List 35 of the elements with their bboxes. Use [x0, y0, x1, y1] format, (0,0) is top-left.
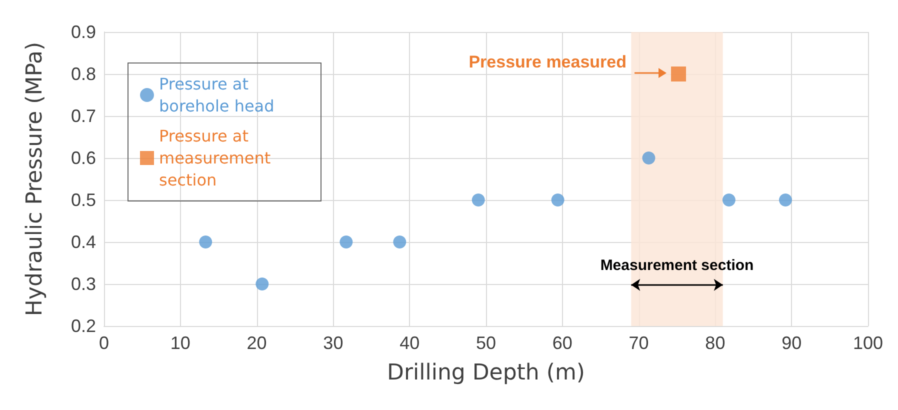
y-tick-label: 0.6 — [70, 148, 96, 168]
y-tick-label: 0.5 — [70, 190, 96, 210]
x-tick-label: 10 — [170, 333, 190, 353]
y-axis-title: Hydraulic Pressure (MPa) — [22, 42, 48, 316]
y-tick-label: 0.4 — [70, 232, 96, 252]
x-tick-label: 100 — [852, 333, 884, 353]
point — [642, 152, 656, 164]
x-tick-label: 30 — [323, 333, 344, 353]
point — [551, 194, 564, 206]
x-tick-label: 80 — [705, 333, 726, 353]
y-tick-label: 0.7 — [70, 106, 96, 126]
point — [722, 194, 736, 206]
legend-label: Pressure at borehole head — [159, 74, 274, 116]
legend-label: Pressure at measurement section — [159, 126, 276, 190]
x-tick-label: 70 — [628, 333, 649, 353]
band-label: Measurement section — [600, 256, 754, 274]
x-tick-label: 90 — [782, 333, 802, 353]
y-tick-label: 0.3 — [70, 274, 96, 294]
point — [671, 66, 686, 82]
point — [256, 278, 269, 290]
y-tick-label: 0.8 — [70, 64, 96, 84]
y-tick-label: 0.9 — [70, 22, 96, 42]
point — [393, 236, 406, 248]
point — [779, 194, 792, 206]
annotation: Pressure measured — [468, 52, 627, 72]
x-tick-label: 0 — [98, 333, 110, 353]
x-axis-title: Drilling Depth (m) — [387, 360, 585, 386]
x-tick-label: 50 — [476, 333, 496, 353]
x-tick-label: 60 — [552, 333, 572, 353]
x-tick-label: 20 — [246, 333, 267, 353]
point — [472, 194, 485, 206]
point — [340, 236, 353, 248]
x-tick-label: 40 — [400, 333, 420, 353]
y-tick-label: 0.2 — [70, 316, 96, 336]
point — [199, 236, 212, 248]
